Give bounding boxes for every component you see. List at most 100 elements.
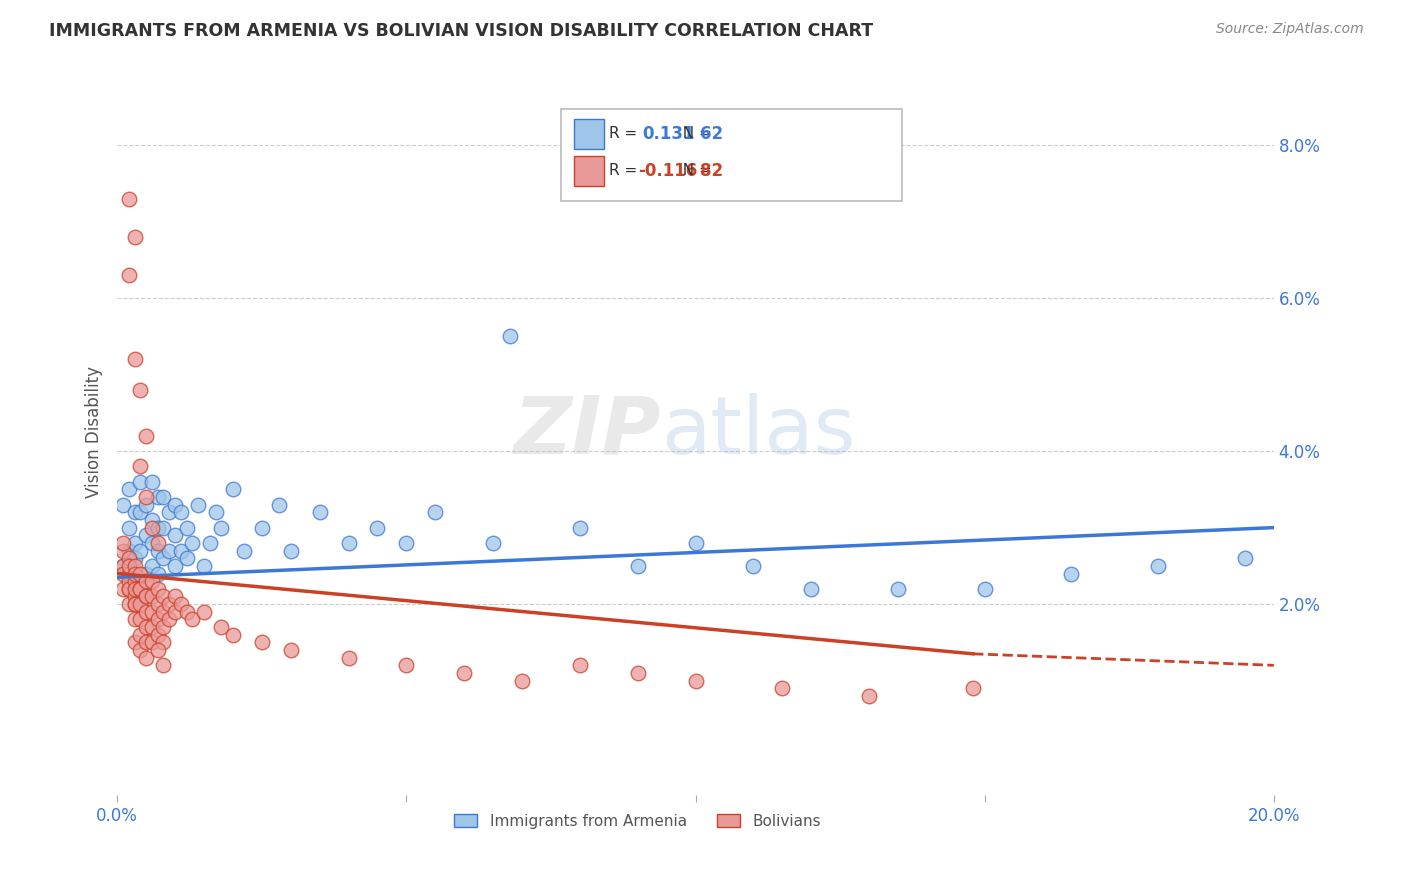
Point <box>111 566 134 581</box>
Point <box>129 505 152 519</box>
Point <box>152 635 174 649</box>
Point <box>163 498 186 512</box>
Point <box>129 459 152 474</box>
Point <box>129 643 152 657</box>
Point <box>124 230 146 244</box>
Point <box>135 590 157 604</box>
Point <box>568 658 591 673</box>
Text: R =: R = <box>609 127 647 141</box>
Point <box>250 635 273 649</box>
Point <box>129 543 152 558</box>
Point <box>141 590 163 604</box>
Point <box>209 620 232 634</box>
Point <box>337 650 360 665</box>
Point <box>858 689 880 703</box>
Point <box>157 505 180 519</box>
Point <box>170 597 193 611</box>
Point <box>135 528 157 542</box>
Point <box>129 597 152 611</box>
Point <box>118 268 141 282</box>
Text: -0.116: -0.116 <box>638 162 697 180</box>
Point <box>685 536 707 550</box>
Point <box>135 620 157 634</box>
Point <box>395 658 418 673</box>
Point <box>124 635 146 649</box>
Point <box>141 536 163 550</box>
Text: 82: 82 <box>700 162 723 180</box>
Point <box>157 612 180 626</box>
Point <box>146 490 169 504</box>
Point <box>152 620 174 634</box>
Point <box>146 597 169 611</box>
Point <box>973 582 995 596</box>
Point <box>280 643 302 657</box>
Point <box>193 605 215 619</box>
Point <box>135 490 157 504</box>
Point <box>280 543 302 558</box>
Point <box>152 605 174 619</box>
Point <box>141 605 163 619</box>
Point <box>233 543 256 558</box>
Point <box>129 582 152 596</box>
Point <box>176 520 198 534</box>
Point <box>163 590 186 604</box>
Point <box>129 475 152 489</box>
Point <box>685 673 707 688</box>
Point <box>337 536 360 550</box>
Point <box>129 612 152 626</box>
Point <box>124 505 146 519</box>
Point <box>146 566 169 581</box>
Point <box>198 536 221 550</box>
Point <box>141 520 163 534</box>
Point <box>269 498 291 512</box>
Point <box>118 566 141 581</box>
Point <box>146 643 169 657</box>
Point <box>170 543 193 558</box>
Point <box>222 628 245 642</box>
Point <box>135 429 157 443</box>
Point <box>129 582 152 596</box>
Text: Source: ZipAtlas.com: Source: ZipAtlas.com <box>1216 22 1364 37</box>
Point <box>124 597 146 611</box>
Point <box>141 558 163 573</box>
Point <box>135 635 157 649</box>
Point <box>124 566 146 581</box>
Point <box>111 536 134 550</box>
Point <box>187 498 209 512</box>
Text: IMMIGRANTS FROM ARMENIA VS BOLIVIAN VISION DISABILITY CORRELATION CHART: IMMIGRANTS FROM ARMENIA VS BOLIVIAN VISI… <box>49 22 873 40</box>
Point <box>193 558 215 573</box>
Point <box>129 628 152 642</box>
Point <box>568 520 591 534</box>
Point <box>118 582 141 596</box>
Point <box>146 520 169 534</box>
Point <box>135 574 157 589</box>
Point <box>141 574 163 589</box>
Point <box>124 590 146 604</box>
Point <box>118 597 141 611</box>
Text: N =: N = <box>672 163 716 178</box>
Point <box>141 620 163 634</box>
Point <box>163 528 186 542</box>
Point <box>250 520 273 534</box>
Point <box>1060 566 1083 581</box>
Point <box>152 658 174 673</box>
Point <box>129 566 152 581</box>
Point <box>453 665 475 680</box>
Legend: Immigrants from Armenia, Bolivians: Immigrants from Armenia, Bolivians <box>449 808 827 835</box>
Point <box>118 520 141 534</box>
Point <box>157 543 180 558</box>
Point <box>1147 558 1170 573</box>
Point <box>124 597 146 611</box>
Point <box>141 475 163 489</box>
Point <box>152 551 174 566</box>
Point <box>176 551 198 566</box>
Point <box>209 520 232 534</box>
Point <box>770 681 793 696</box>
Point <box>118 543 141 558</box>
Point <box>135 498 157 512</box>
Point <box>124 574 146 589</box>
Point <box>170 505 193 519</box>
Point <box>152 490 174 504</box>
Point <box>1233 551 1256 566</box>
Point <box>163 558 186 573</box>
